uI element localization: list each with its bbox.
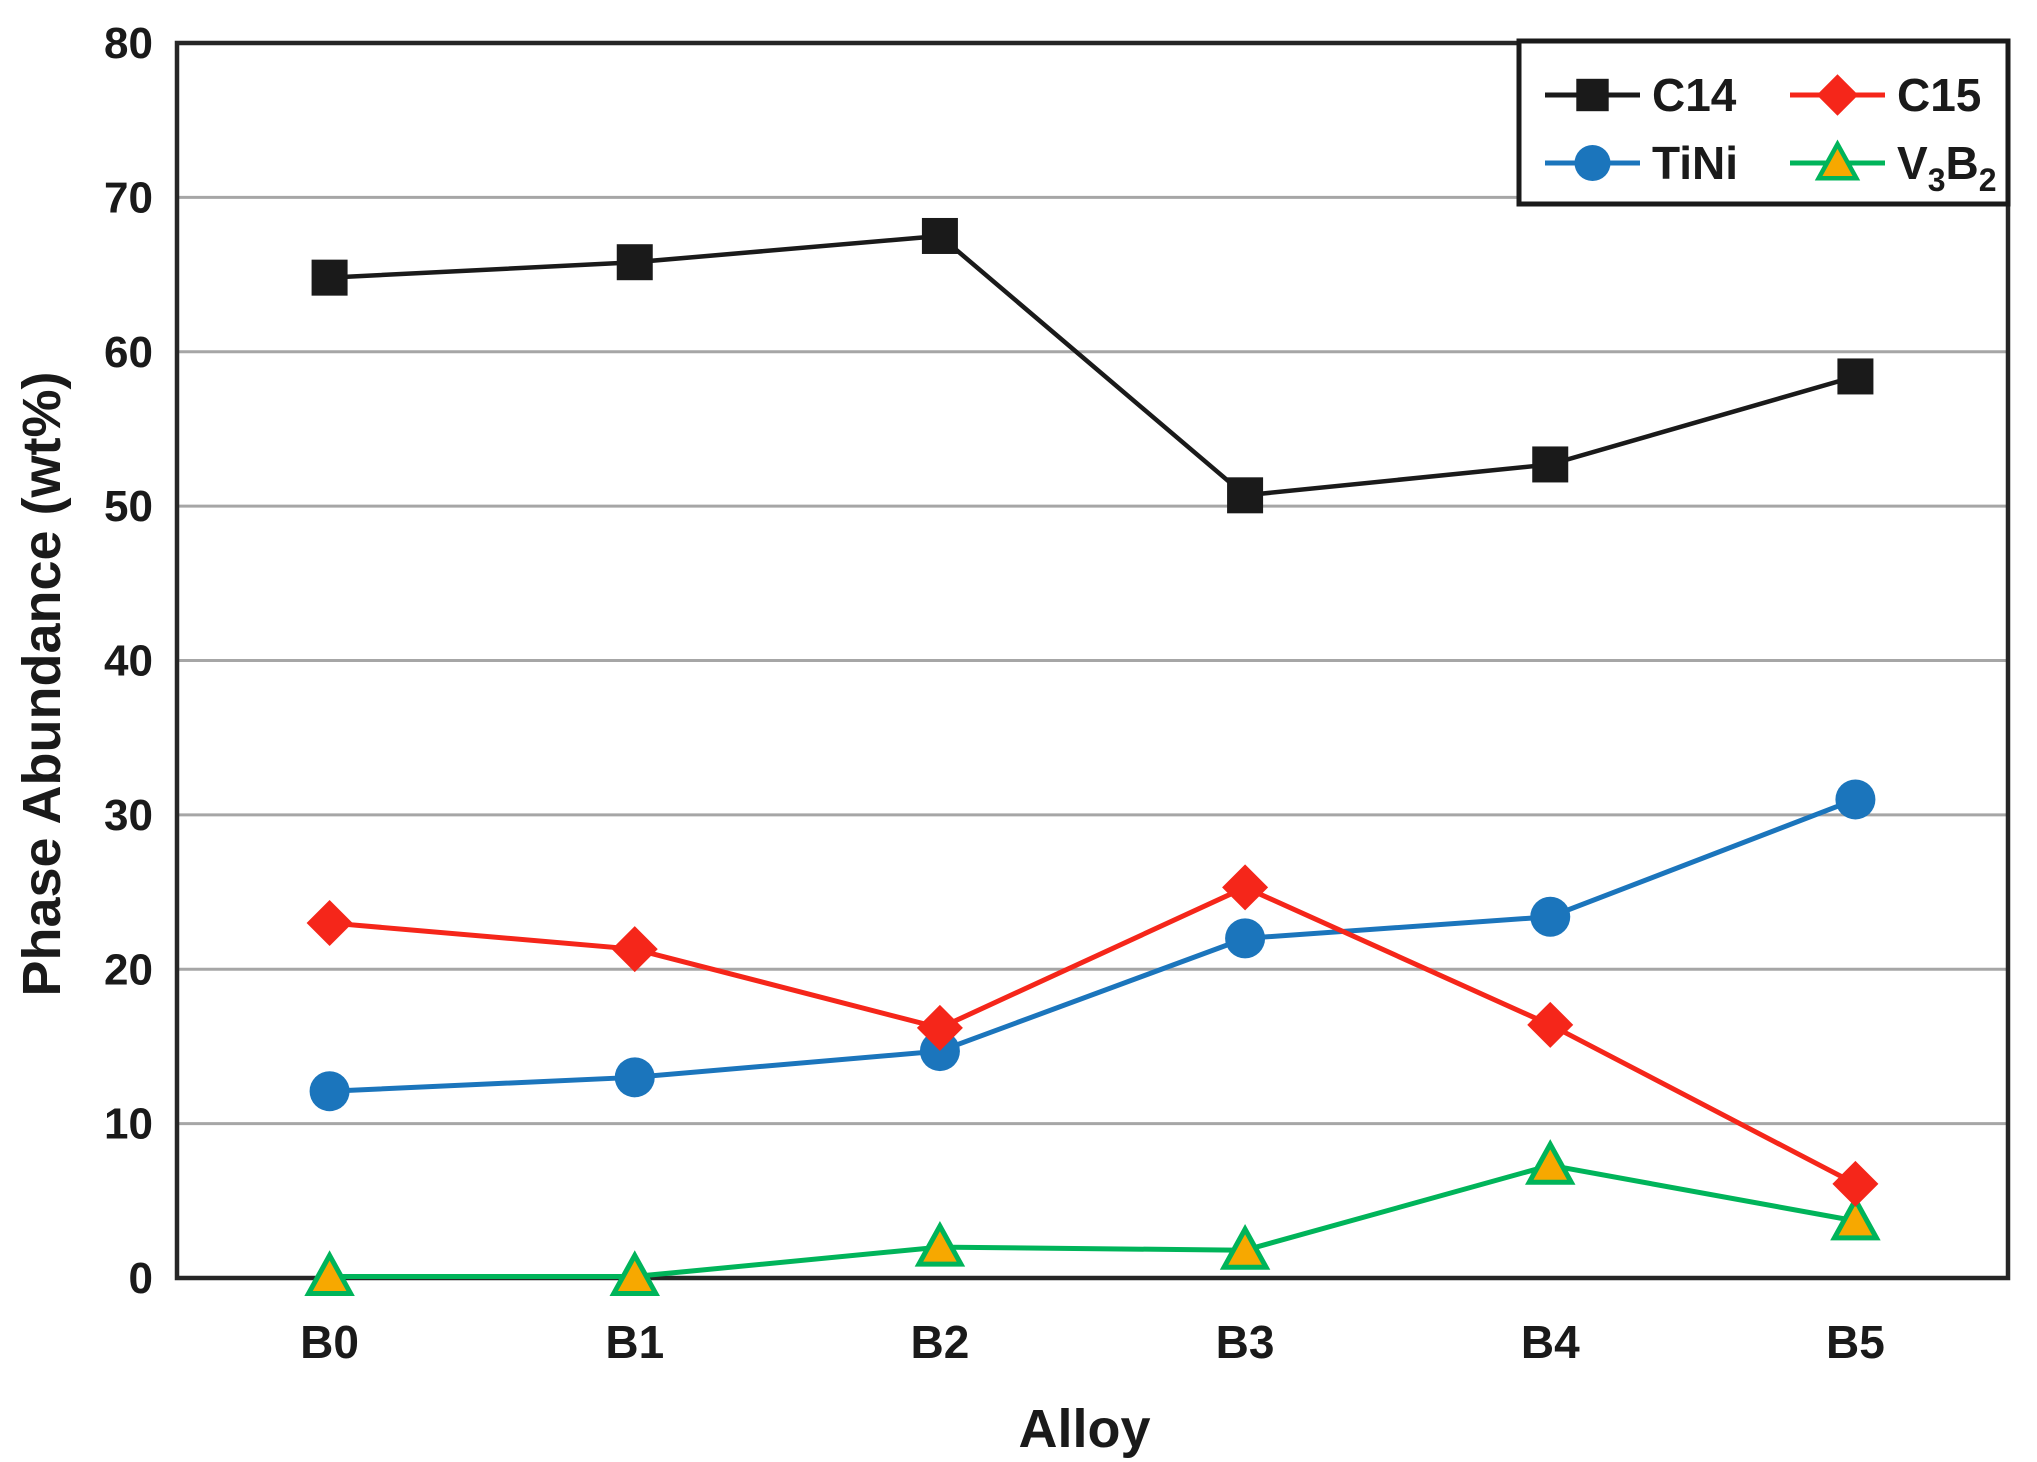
marker-diamond-legend-c15 (1816, 74, 1859, 116)
legend-item-tini: TiNi (1545, 137, 1738, 189)
marker-triangle-v3b2-b1 (609, 1250, 660, 1296)
marker-square-c14-b2 (921, 217, 958, 254)
y-axis-tick-label-10: 10 (104, 1100, 153, 1149)
marker-diamond-c15-b1 (611, 926, 658, 973)
marker-triangle-v3b2-b4 (1525, 1139, 1576, 1185)
marker-triangle-v3b2-b0 (304, 1250, 355, 1296)
series-v3b2 (304, 1139, 1881, 1296)
x-axis-tick-label-B0: B0 (300, 1316, 359, 1368)
y-axis-tick-label-80: 80 (104, 19, 153, 68)
y-axis-tick-label-0: 0 (129, 1254, 153, 1303)
marker-square-c14-b5 (1837, 358, 1874, 395)
marker-square-c14-b3 (1227, 477, 1264, 514)
series-line-c15 (329, 884, 1857, 1187)
legend-label-c14: C14 (1652, 69, 1737, 121)
x-axis-tick-label-B2: B2 (911, 1316, 970, 1368)
legend-label-c15: C15 (1897, 69, 1981, 121)
marker-circle-tini-b4 (1530, 896, 1571, 937)
marker-triangle-v3b2-b2 (914, 1220, 966, 1267)
marker-circle-tini-b3 (1225, 918, 1266, 959)
marker-circle-tini-b0 (309, 1071, 350, 1112)
marker-triangle-legend-v3b2 (1814, 139, 1861, 181)
marker-diamond-c15-b4 (1527, 1001, 1574, 1048)
legend-item-v3b2: V3B2 (1790, 137, 1997, 198)
legend: C14 C15 TiNi V3B2 (1516, 38, 2011, 207)
marker-square-c14-b1 (616, 244, 653, 281)
marker-circle-tini-b1 (614, 1057, 655, 1098)
marker-circle-tini-b2 (919, 1031, 960, 1072)
series-c14 (311, 217, 1874, 514)
y-axis-tick-label-70: 70 (104, 173, 153, 222)
x-axis-title: Alloy (1018, 1399, 1150, 1459)
marker-square-legend-c14 (1576, 78, 1609, 112)
y-axis-tick-label-40: 40 (104, 637, 153, 686)
series-line-v3b2 (329, 1162, 1856, 1279)
series-line-tini (329, 797, 1857, 1094)
marker-circle-legend-tini (1574, 145, 1611, 181)
y-axis-tick-label-60: 60 (104, 328, 153, 377)
marker-diamond-c15-b5 (1832, 1160, 1879, 1207)
legend-label-v3b2: V3B2 (1897, 137, 1997, 198)
marker-circle-tini-b5 (1835, 779, 1876, 820)
x-axis-tick-label-B1: B1 (605, 1316, 664, 1368)
plot-border (174, 40, 2011, 1281)
y-axis-tick-label-20: 20 (104, 945, 153, 994)
marker-square-c14-b0 (311, 259, 348, 296)
y-axis-tick-label-50: 50 (104, 482, 153, 531)
legend-label-tini: TiNi (1652, 137, 1738, 189)
marker-triangle-v3b2-b5 (1830, 1194, 1881, 1241)
legend-item-c14: C14 (1545, 69, 1737, 121)
x-axis-tick-label-B3: B3 (1216, 1316, 1275, 1368)
series-tini (309, 779, 1876, 1112)
legend-item-c15: C15 (1790, 69, 1981, 121)
marker-triangle-v3b2-b3 (1219, 1224, 1271, 1270)
x-axis-tick-label-B4: B4 (1521, 1316, 1580, 1368)
y-axis-tick-label-30: 30 (104, 791, 153, 840)
x-axis-tick-label-B5: B5 (1826, 1316, 1885, 1368)
y-axis-title: Phase Abundance (wt%) (12, 371, 72, 996)
marker-diamond-c15-b2 (916, 1004, 963, 1051)
marker-diamond-c15-b3 (1222, 864, 1269, 911)
series-c15 (306, 864, 1879, 1207)
marker-square-c14-b4 (1532, 446, 1569, 483)
marker-diamond-c15-b0 (306, 899, 353, 946)
series-line-c14 (329, 233, 1857, 498)
